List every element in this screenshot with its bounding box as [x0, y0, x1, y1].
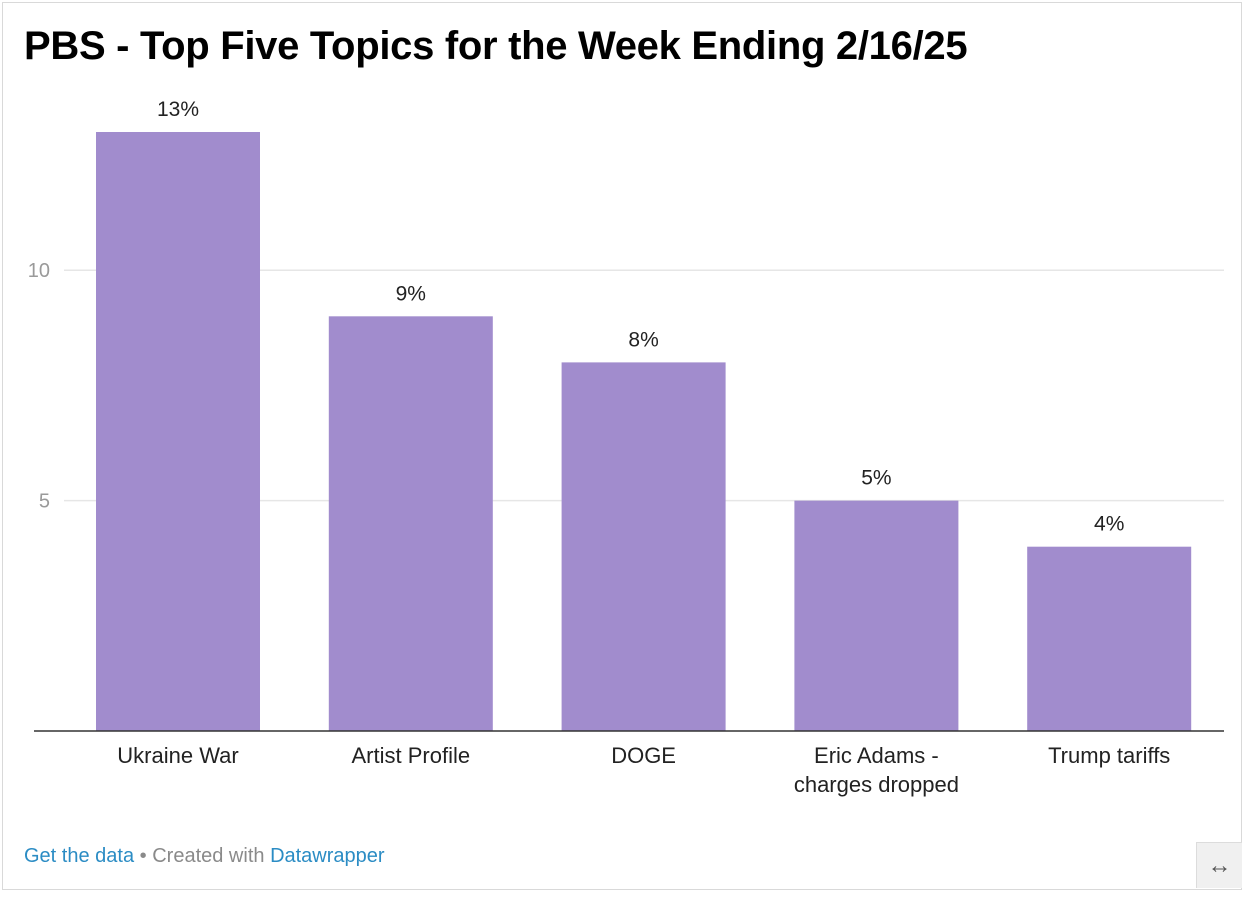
bar-value-label: 5%: [861, 467, 891, 490]
x-category-label: Artist Profile: [352, 743, 471, 768]
get-the-data-link[interactable]: Get the data: [24, 845, 135, 867]
x-category-label: Trump tariffs: [1048, 743, 1170, 768]
bar: [561, 362, 726, 731]
x-category-label: Ukraine War: [117, 743, 238, 768]
footer-separator: •: [139, 845, 147, 867]
bar-value-label: 13%: [157, 98, 199, 121]
chart-footer: Get the data • Created with Datawrapper: [24, 845, 385, 868]
created-with-text: Created with: [152, 845, 265, 867]
chart-title: PBS - Top Five Topics for the Week Endin…: [24, 24, 968, 68]
bar-value-label: 9%: [396, 282, 426, 305]
expand-arrows-icon[interactable]: ↔: [1196, 842, 1242, 888]
y-tick-label: 10: [28, 260, 50, 282]
x-category-label: DOGE: [611, 743, 676, 768]
bar: [1027, 546, 1192, 731]
bar: [96, 132, 260, 731]
x-category-label: Eric Adams -: [814, 743, 939, 768]
y-tick-label: 5: [39, 491, 50, 513]
bar-value-label: 4%: [1094, 513, 1124, 536]
bar: [328, 316, 493, 731]
x-category-label: charges dropped: [794, 772, 959, 797]
bar: [794, 500, 959, 731]
datawrapper-link[interactable]: Datawrapper: [270, 845, 385, 867]
bar-value-label: 8%: [628, 328, 658, 351]
